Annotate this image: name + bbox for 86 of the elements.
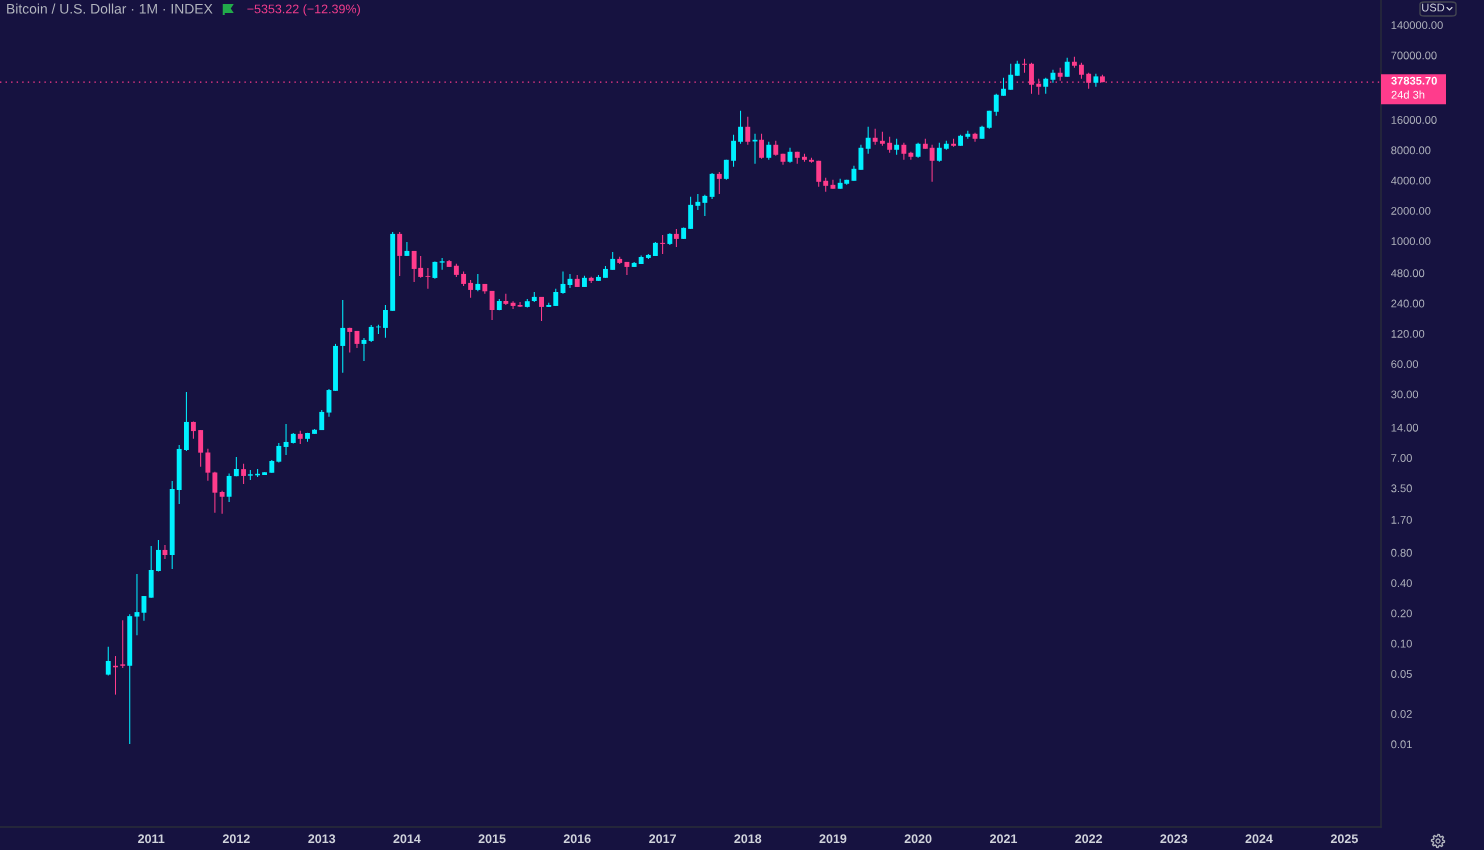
candlestick <box>1008 63 1014 91</box>
y-tick-label: 0.20 <box>1391 609 1412 618</box>
candlestick <box>673 228 679 248</box>
x-tick-label: 2013 <box>308 834 336 844</box>
candlestick <box>134 573 140 636</box>
x-tick-label: 2015 <box>478 834 506 844</box>
y-tick-label: 14.00 <box>1391 423 1419 432</box>
candlestick <box>425 267 431 290</box>
x-tick-label: 2011 <box>138 834 165 844</box>
x-tick-label: 2018 <box>734 834 762 844</box>
text: USD <box>1422 3 1445 12</box>
y-tick-label: 16000.00 <box>1391 116 1437 124</box>
candlestick <box>212 471 218 514</box>
candlestick <box>759 133 764 160</box>
y-tick-label: 240.00 <box>1391 299 1425 308</box>
candlestick <box>858 144 864 171</box>
candlestick <box>347 327 353 354</box>
x-tick-label: 2019 <box>819 834 847 844</box>
candlestick <box>382 304 388 339</box>
y-tick-label: 0.10 <box>1391 639 1412 648</box>
y-tick-label: 0.02 <box>1391 710 1412 718</box>
candlestick <box>510 300 516 310</box>
candlestick <box>120 619 126 669</box>
candlestick <box>624 261 630 276</box>
x-tick-label: 2023 <box>1160 834 1188 844</box>
candlestick <box>205 448 211 482</box>
candlestick <box>198 429 204 468</box>
candlestick <box>993 93 999 117</box>
y-tick-label: 140000.00 <box>1391 21 1443 30</box>
candlestick <box>865 126 871 155</box>
y-tick-label: 3.50 <box>1391 484 1412 493</box>
candlestick <box>155 539 161 572</box>
candlestick <box>1001 77 1006 97</box>
chart-subtitle: −5353.22 (−12.39%) <box>247 4 360 16</box>
x-tick-label: 2024 <box>1245 834 1273 844</box>
candlestick <box>219 490 225 515</box>
candlestick <box>105 646 111 677</box>
candlestick <box>226 472 232 503</box>
candlestick <box>745 116 751 146</box>
candlestick <box>539 296 544 322</box>
y-tick-label: 480.00 <box>1390 269 1425 278</box>
candlestick <box>489 290 495 321</box>
candlestick <box>731 134 736 168</box>
x-tick-label: 2025 <box>1330 834 1358 844</box>
y-tick-label: 0.80 <box>1391 548 1412 557</box>
x-tick-label: 2017 <box>649 834 676 844</box>
y-tick-label: 8000.00 <box>1391 146 1431 155</box>
y-tick-label: 70000.00 <box>1391 51 1437 60</box>
y-tick-label: 60.00 <box>1391 360 1419 369</box>
x-tick-label: 2020 <box>904 834 932 844</box>
y-tick-label: 4000.00 <box>1390 176 1431 185</box>
y-tick-label: 7.00 <box>1391 454 1412 462</box>
y-tick-label: 0.05 <box>1391 670 1412 678</box>
candlestick <box>716 171 722 195</box>
y-tick-label: 0.40 <box>1391 579 1412 588</box>
candlestick <box>241 463 247 485</box>
candlestick <box>709 172 715 200</box>
y-tick-label: 0.01 <box>1391 740 1412 749</box>
candlestick <box>816 160 822 188</box>
x-tick-label: 2012 <box>222 834 250 844</box>
candlestick <box>660 234 666 255</box>
candlestick <box>908 151 914 161</box>
x-tick-label: 2022 <box>1075 834 1103 844</box>
candlestick <box>1064 57 1070 78</box>
candlestick <box>404 241 410 257</box>
candlestick <box>738 110 743 145</box>
y-tick-label: 120.00 <box>1391 329 1425 338</box>
text: 24d 3h <box>1391 90 1425 99</box>
candlestick <box>397 231 403 277</box>
candlestick <box>830 179 836 190</box>
candlestick <box>929 144 935 183</box>
x-tick-label: 2014 <box>393 834 421 844</box>
candlestick <box>517 301 523 308</box>
candlestick <box>702 194 708 217</box>
x-tick-label: 2021 <box>990 834 1018 844</box>
candlestick <box>439 257 445 271</box>
x-tick-label: 2016 <box>563 834 591 844</box>
candlestick <box>936 142 942 163</box>
candlestick <box>766 141 772 161</box>
ref-line-label: 37835.70 <box>1391 76 1437 85</box>
y-tick-label: 30.00 <box>1391 390 1419 399</box>
y-tick-label: 1000.00 <box>1391 237 1431 246</box>
chart-title: Bitcoin / U.S. Dollar · 1M · INDEX <box>7 3 213 14</box>
y-tick-label: 2000.00 <box>1391 206 1431 215</box>
y-tick-label: 1.70 <box>1391 515 1412 524</box>
candlestick <box>340 299 346 374</box>
